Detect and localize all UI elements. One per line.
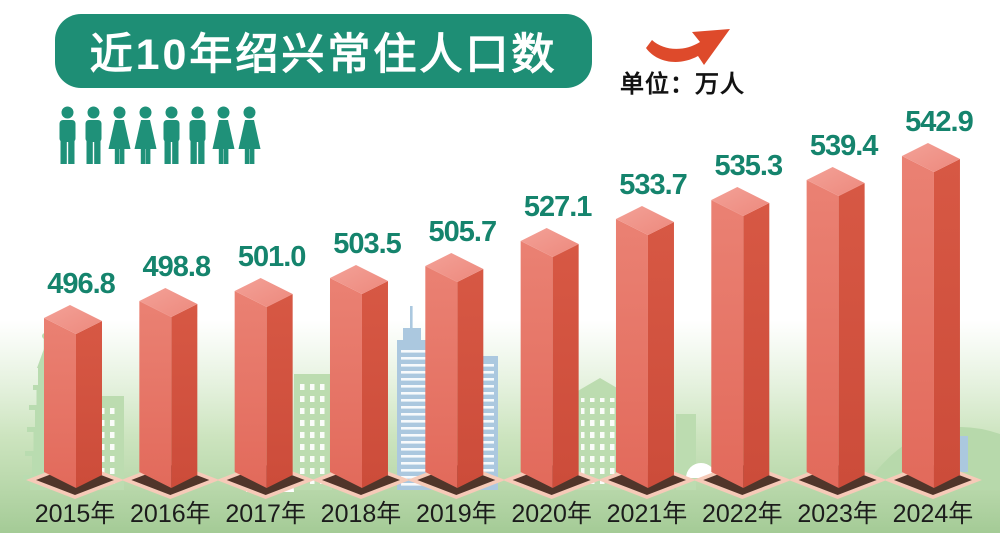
bar-left-face: [615, 219, 648, 488]
bar-value-label: 533.7: [619, 169, 687, 201]
bar-top-face: [329, 265, 388, 294]
female-person-icon: [238, 106, 261, 164]
x-axis-label: 2016年: [130, 500, 211, 528]
bar-right-face: [647, 222, 674, 488]
building-silhouette: [294, 374, 332, 490]
bar-value-label: 527.1: [524, 191, 592, 223]
bar-left-face: [806, 180, 839, 488]
bar-right-face: [171, 304, 198, 488]
title-banner: 近10年绍兴常住人口数: [55, 14, 592, 88]
x-axis-label: 2015年: [35, 500, 116, 528]
bar-top-face: [711, 187, 770, 216]
bar-value-labels: 496.8 498.8 501.0 503.5 505.7 527.1 533.7 535.3…: [47, 106, 974, 300]
bar-value-label: 498.8: [143, 251, 211, 283]
page-title: 近10年绍兴常住人口数: [89, 31, 558, 79]
male-person-icon: [189, 106, 206, 164]
unit-block: 单位：万人: [620, 12, 770, 98]
bar-right-face: [743, 203, 770, 488]
x-axis-label: 2020年: [511, 500, 592, 528]
bar-value-label: 535.3: [715, 150, 783, 182]
bar-value-label: 505.7: [429, 216, 497, 248]
person-glyph: [108, 106, 131, 164]
bar-right-face: [76, 321, 102, 488]
male-person-icon: [85, 106, 102, 164]
bar-top-face: [615, 206, 674, 235]
x-axis-labels: 2015年 2016年 2017年 2018年 2019年 2020年 2021年 2022年…: [35, 500, 974, 528]
bar-value-label: 503.5: [333, 228, 401, 260]
x-axis-label: 2024年: [893, 500, 974, 528]
bar-left-face: [139, 301, 172, 488]
bar-value-label: 542.9: [905, 106, 973, 138]
unit-label: 单位：万人: [620, 71, 745, 98]
female-person-icon: [212, 106, 235, 164]
bars: [44, 143, 960, 488]
bar-value-label: 539.4: [810, 130, 878, 162]
male-person-icon: [59, 106, 76, 164]
bar-value-label: 501.0: [238, 241, 306, 273]
female-person-icon: [134, 106, 157, 164]
x-axis-label: 2018年: [321, 500, 402, 528]
person-glyph: [59, 106, 76, 164]
person-glyph: [85, 106, 102, 164]
person-glyph: [134, 106, 157, 164]
bar-left-face: [425, 266, 458, 488]
person-glyph: [238, 106, 261, 164]
x-axis-label: 2023年: [797, 500, 878, 528]
person-glyph: [212, 106, 235, 164]
x-axis-label: 2017年: [225, 500, 306, 528]
bar-left-face: [711, 200, 744, 488]
x-axis-label: 2021年: [607, 500, 688, 528]
bar-top-face: [901, 143, 960, 172]
bar-right-face: [361, 281, 388, 488]
bar-top-face: [44, 305, 102, 334]
person-glyph: [189, 106, 206, 164]
bar-left-face: [520, 241, 553, 488]
bar-top-face: [234, 278, 293, 307]
person-glyph: [163, 106, 180, 164]
male-person-icon: [163, 106, 180, 164]
growth-arrow-icon: [646, 29, 730, 65]
bar-top-face: [806, 167, 865, 196]
bar-top-face: [520, 228, 579, 257]
bar-right-face: [266, 294, 293, 488]
female-person-icon: [108, 106, 131, 164]
x-axis-label: 2019年: [416, 500, 497, 528]
bar-right-face: [838, 183, 865, 488]
bar-top-face: [425, 253, 484, 282]
bar-left-face: [44, 318, 76, 488]
bar-left-face: [901, 156, 934, 488]
bar-top-face: [139, 288, 198, 317]
bar-right-face: [552, 244, 579, 488]
bar-left-face: [329, 278, 362, 488]
bar-right-face: [457, 269, 484, 488]
bar-left-face: [234, 291, 267, 488]
bar-right-face: [933, 159, 960, 488]
bar-value-label: 496.8: [47, 268, 115, 300]
population-icons: [55, 106, 262, 166]
x-axis-label: 2022年: [702, 500, 783, 528]
